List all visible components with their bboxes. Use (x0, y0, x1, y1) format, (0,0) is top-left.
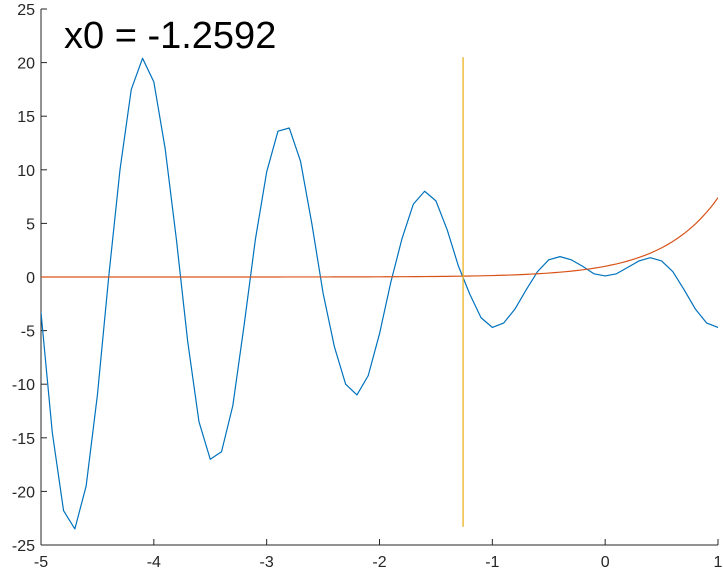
y-tick-label: -25 (12, 538, 35, 555)
y-tick-label: 15 (17, 109, 35, 126)
x-tick-label: -3 (260, 554, 274, 571)
y-tick-label: -20 (12, 484, 35, 501)
y-tick-label: -5 (21, 324, 35, 341)
y-tick-label: 0 (26, 270, 35, 287)
x-tick-label: -4 (147, 554, 161, 571)
x-tick-label: -2 (372, 554, 386, 571)
x-tick-label: 1 (714, 554, 723, 571)
series-exponential-line (41, 197, 718, 278)
x-tick-label: 0 (601, 554, 610, 571)
y-tick-label: -10 (12, 377, 35, 394)
series-oscillating-line (41, 57, 718, 530)
y-tick-label: 20 (17, 56, 35, 73)
y-tick-label: 25 (17, 2, 35, 19)
x-tick-label: -1 (485, 554, 499, 571)
y-tick-label: -15 (12, 431, 35, 448)
y-tick-label: 10 (17, 163, 35, 180)
annotation-text: x0 = -1.2592 (64, 15, 276, 57)
y-tick-label: 5 (26, 216, 35, 233)
series-layer (41, 57, 718, 530)
x-tick-label: -5 (34, 554, 48, 571)
